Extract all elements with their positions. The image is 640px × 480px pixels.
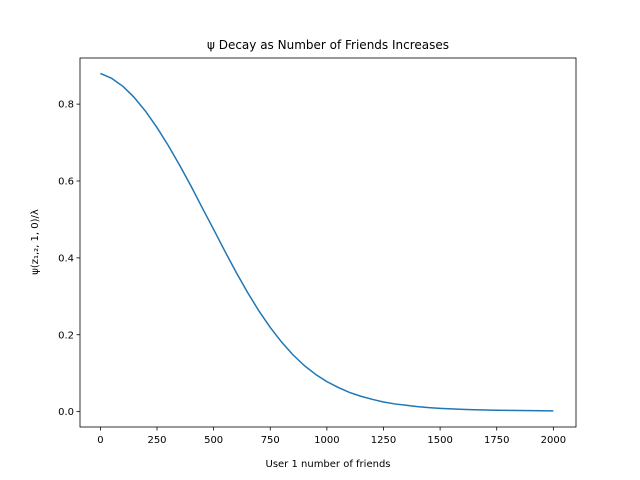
chart-title: ψ Decay as Number of Friends Increases bbox=[207, 38, 449, 52]
x-tick-label: 2000 bbox=[541, 435, 566, 446]
plot-layer bbox=[100, 72, 554, 412]
x-tick-label: 1750 bbox=[484, 435, 509, 446]
x-tick-label: 0 bbox=[97, 435, 103, 446]
x-tick-label: 1250 bbox=[371, 435, 396, 446]
x-tick-label: 1000 bbox=[314, 435, 339, 446]
y-tick-label: 0.4 bbox=[58, 253, 74, 264]
y-tick-label: 0.8 bbox=[58, 100, 74, 111]
y-tick-label: 0.6 bbox=[58, 177, 74, 188]
x-axis-label: User 1 number of friends bbox=[266, 459, 391, 470]
x-tick-label: 250 bbox=[147, 435, 166, 446]
x-tick-label: 500 bbox=[204, 435, 223, 446]
y-tick-label: 0.2 bbox=[58, 330, 74, 341]
ticks-layer: 0 250 500 750 1000 1250 1500 1750 2000 0.0 0.2 0.4 0… bbox=[58, 100, 566, 446]
x-tick-label: 1500 bbox=[427, 435, 452, 446]
plot-frame bbox=[79, 57, 577, 428]
y-tick-label: 0.0 bbox=[58, 407, 74, 418]
y-axis-label: ψ(z₁,₂, 1, 0)/λ bbox=[30, 209, 41, 275]
x-tick-label: 750 bbox=[261, 435, 280, 446]
series-line-0 bbox=[100, 72, 554, 412]
